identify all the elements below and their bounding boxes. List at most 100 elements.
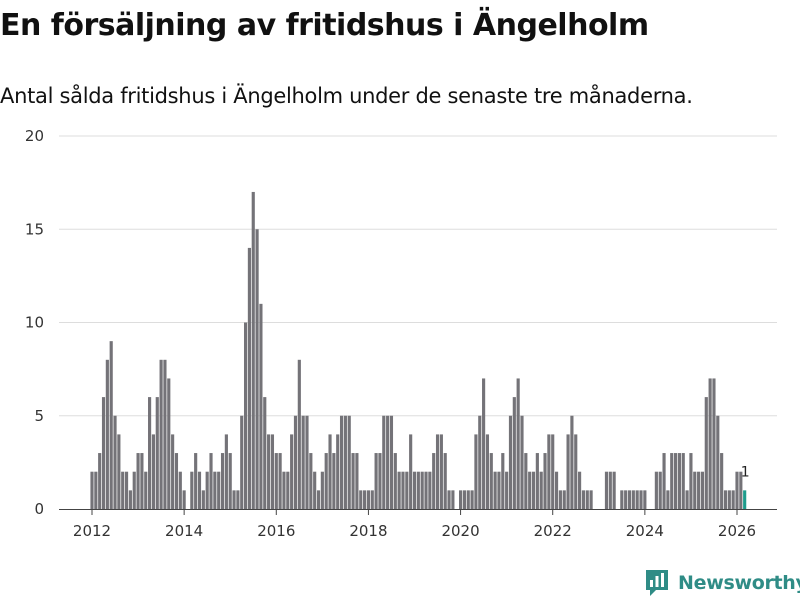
bar	[412, 471, 417, 509]
bar	[182, 490, 186, 509]
bar	[535, 453, 539, 509]
bar	[474, 434, 478, 509]
bar	[178, 471, 182, 509]
bar	[620, 490, 624, 509]
bar	[355, 453, 359, 509]
bar	[378, 453, 382, 509]
bar	[654, 471, 658, 509]
bar	[339, 415, 344, 509]
bar	[666, 490, 670, 509]
x-tick-label: 2018	[349, 522, 387, 540]
bar	[397, 471, 401, 509]
bar	[512, 397, 516, 509]
bar	[708, 378, 712, 509]
bar	[121, 471, 125, 509]
bar	[420, 471, 424, 509]
bar	[359, 490, 363, 509]
bar	[270, 434, 275, 509]
bar	[278, 453, 282, 509]
bar	[259, 303, 263, 509]
bar	[382, 415, 386, 509]
x-tick-label: 2022	[534, 522, 572, 540]
bar	[432, 453, 436, 509]
bar	[94, 471, 98, 509]
bar	[493, 471, 497, 509]
bar	[374, 453, 378, 509]
bar	[159, 359, 163, 509]
bar	[389, 415, 394, 509]
bar	[251, 191, 255, 509]
bar	[228, 453, 232, 509]
bar	[209, 453, 213, 509]
x-tick-label: 2016	[257, 522, 295, 540]
bar	[363, 490, 367, 509]
x-tick-label: 2012	[73, 522, 111, 540]
y-tick-label: 20	[25, 127, 44, 145]
bar	[220, 453, 225, 509]
bar	[720, 453, 724, 509]
bar	[727, 490, 731, 509]
bar	[704, 397, 708, 509]
bar	[297, 359, 301, 509]
bar	[324, 453, 328, 509]
bar	[316, 490, 321, 509]
bar	[547, 434, 551, 509]
bar	[566, 434, 570, 509]
bar	[401, 471, 405, 509]
bar	[466, 490, 470, 509]
bar	[416, 471, 420, 509]
bar	[723, 490, 728, 509]
bar	[90, 471, 94, 509]
bar	[148, 397, 152, 509]
bar	[554, 471, 559, 509]
bar	[435, 434, 440, 509]
bar	[581, 490, 586, 509]
bar	[589, 490, 593, 509]
bar	[247, 247, 251, 509]
bar	[286, 471, 290, 509]
data-label-latest: 1	[741, 464, 750, 480]
bar	[351, 453, 355, 509]
bar	[528, 471, 532, 509]
bar	[366, 490, 371, 509]
bar	[428, 471, 432, 509]
y-tick-label: 15	[25, 220, 44, 238]
y-tick-label: 10	[25, 314, 44, 332]
chart-subtitle: Antal sålda fritidshus i Ängelholm under…	[0, 84, 693, 108]
bar	[424, 471, 428, 509]
bar	[263, 397, 267, 509]
chart-title: En försäljning av fritidshus i Ängelholm	[0, 8, 649, 43]
bar	[558, 490, 562, 509]
bar	[658, 471, 662, 509]
bar	[201, 490, 205, 509]
bar	[217, 471, 221, 509]
bar	[612, 471, 616, 509]
bar	[712, 378, 716, 509]
bar	[167, 378, 171, 509]
bar	[136, 453, 140, 509]
bar	[470, 490, 474, 509]
brand-logo[interactable]: Newsworthy	[644, 568, 800, 598]
bar	[531, 471, 536, 509]
bar	[508, 415, 513, 509]
bar	[604, 471, 609, 509]
bar	[128, 490, 132, 509]
bar	[497, 471, 501, 509]
bar	[117, 434, 121, 509]
bar	[282, 471, 286, 509]
bar	[516, 378, 520, 509]
bar	[458, 490, 463, 509]
bar	[677, 453, 681, 509]
bar	[301, 415, 305, 509]
bar	[539, 471, 543, 509]
bar	[524, 453, 528, 509]
bar	[140, 453, 144, 509]
bar	[739, 471, 743, 509]
y-tick-label: 0	[34, 500, 44, 518]
bar	[293, 415, 298, 509]
bar	[109, 341, 113, 509]
bar	[608, 471, 612, 509]
bar	[482, 378, 486, 509]
bar	[236, 490, 240, 509]
bar	[673, 453, 678, 509]
